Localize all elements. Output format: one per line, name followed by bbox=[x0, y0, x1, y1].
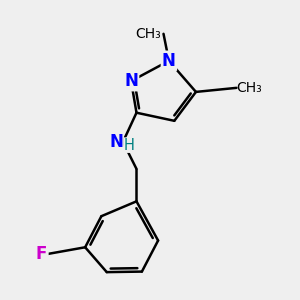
Text: F: F bbox=[36, 245, 47, 263]
Text: N: N bbox=[124, 72, 138, 90]
Text: N: N bbox=[162, 52, 176, 70]
Text: H: H bbox=[124, 138, 135, 153]
Text: CH₃: CH₃ bbox=[236, 81, 262, 95]
Text: CH₃: CH₃ bbox=[135, 27, 161, 41]
Text: N: N bbox=[109, 133, 123, 151]
